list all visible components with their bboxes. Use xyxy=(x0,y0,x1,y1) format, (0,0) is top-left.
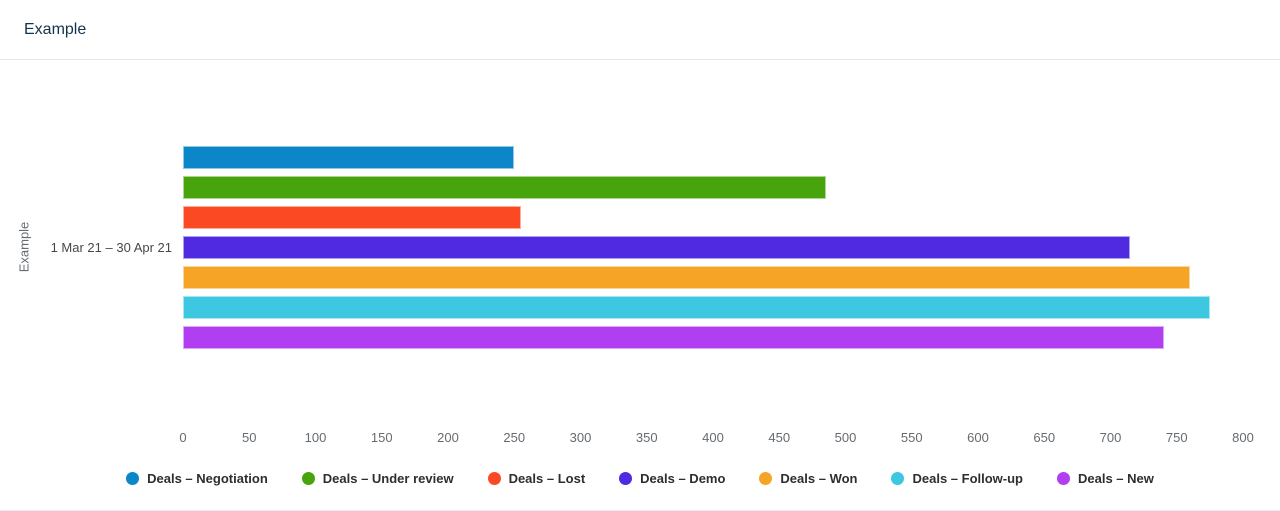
x-tick-label: 600 xyxy=(967,430,989,445)
legend-marker-icon xyxy=(1057,471,1070,485)
legend-marker-icon xyxy=(301,471,315,485)
x-tick-label: 0 xyxy=(179,430,187,445)
legend-label: Deals – Negotiation xyxy=(147,470,268,486)
legend: Deals – Negotiation Deals – Under review D… xyxy=(0,464,1280,492)
x-tick-label: 250 xyxy=(503,430,526,445)
legend-marker-icon xyxy=(619,471,633,485)
bar-deals-lost[interactable] xyxy=(183,206,521,229)
legend-item-deals-lost[interactable]: Deals – Lost xyxy=(487,470,586,486)
x-tick-label: 550 xyxy=(900,430,923,445)
bar-deals-negotiation[interactable] xyxy=(183,146,514,169)
x-tick-label: 150 xyxy=(370,430,393,445)
legend-label: Deals – Demo xyxy=(640,470,726,486)
legend-item-deals-demo[interactable]: Deals – Demo xyxy=(619,471,725,486)
bar-deals-new[interactable] xyxy=(183,326,1164,349)
bar-deals-won[interactable] xyxy=(183,266,1190,289)
x-tick-label: 650 xyxy=(1033,430,1056,445)
legend-item-deals-new[interactable]: Deals – New xyxy=(1057,471,1154,486)
legend-label: Deals – Under review xyxy=(322,470,454,486)
x-tick-label: 50 xyxy=(242,430,257,445)
x-tick-label: 300 xyxy=(569,430,592,445)
legend-item-deals-won[interactable]: Deals – Won xyxy=(759,471,857,486)
legend-label: Deals – Follow-up xyxy=(912,470,1023,486)
card-header: Example xyxy=(0,0,1280,60)
legend-marker-icon xyxy=(126,471,140,485)
page-title: Example xyxy=(24,21,87,38)
x-tick-label: 700 xyxy=(1099,430,1122,445)
x-tick-label: 200 xyxy=(437,430,459,445)
x-tick-label: 500 xyxy=(834,430,857,445)
bar-deals-demo[interactable] xyxy=(183,236,1130,259)
x-tick-label: 750 xyxy=(1165,430,1188,445)
bar-deals-under-review[interactable] xyxy=(183,176,826,199)
category-label: 1 Mar 21 – 30 Apr 21 xyxy=(50,240,172,255)
legend-marker-icon xyxy=(759,471,773,485)
legend-marker-icon xyxy=(891,471,905,485)
x-tick-label: 800 xyxy=(1232,430,1254,445)
legend-label: Deals – Won xyxy=(780,470,858,486)
bar-deals-follow-up[interactable] xyxy=(183,296,1210,319)
x-tick-label: 400 xyxy=(702,430,724,445)
legend-item-deals-under-review[interactable]: Deals – Under review xyxy=(301,470,454,486)
x-tick-label: 350 xyxy=(635,430,658,445)
legend-item-deals-follow-up[interactable]: Deals – Follow-up xyxy=(891,471,1023,486)
x-tick-label: 100 xyxy=(304,430,327,445)
legend-label: Deals – Lost xyxy=(508,470,586,486)
x-tick-label: 450 xyxy=(768,430,791,445)
legend-marker-icon xyxy=(487,471,501,485)
legend-item-deals-negotiation[interactable]: Deals – Negotiation xyxy=(126,471,268,486)
legend-label: Deals – New xyxy=(1078,470,1154,486)
